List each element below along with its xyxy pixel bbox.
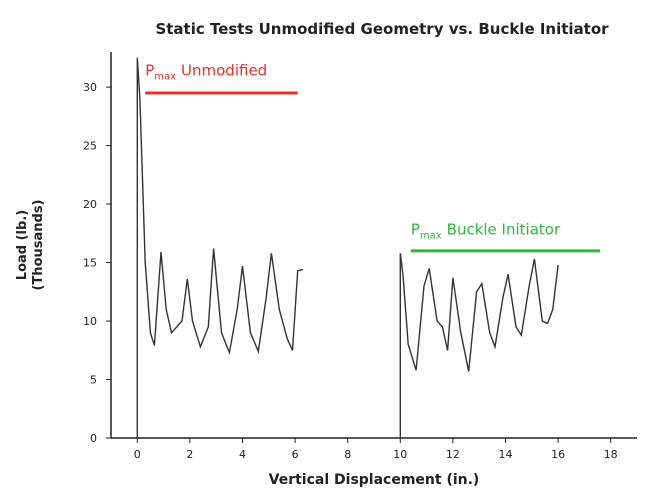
x-tick-label: 6 — [292, 448, 299, 461]
annotation: Pmax Unmodified — [145, 61, 267, 82]
y-tick-label: 0 — [90, 432, 97, 445]
annotation-text: Buckle Initiator — [447, 220, 561, 238]
x-tick-label: 10 — [393, 448, 407, 461]
annotation-text: Unmodified — [181, 61, 267, 79]
x-axis-label: Vertical Displacement (in.) — [269, 472, 480, 488]
x-tick-label: 18 — [604, 448, 618, 461]
y-tick-label: 30 — [83, 81, 97, 94]
data-line — [399, 253, 559, 438]
annotation-sub: max — [154, 71, 176, 82]
x-tick-label: 8 — [344, 448, 351, 461]
x-tick-label: 16 — [551, 448, 565, 461]
y-axis-label: (Thousands) — [31, 200, 46, 291]
y-tick-label: 20 — [83, 198, 97, 211]
y-tick-label: 25 — [83, 140, 97, 153]
x-tick-label: 0 — [134, 448, 141, 461]
annotation-sub: max — [420, 230, 442, 241]
x-tick-label: 14 — [499, 448, 513, 461]
y-tick-label: 15 — [83, 257, 97, 270]
x-tick-label: 12 — [446, 448, 460, 461]
x-tick-label: 4 — [239, 448, 246, 461]
y-tick-label: 10 — [83, 315, 97, 328]
data-line — [136, 57, 304, 438]
annotation: Pmax Buckle Initiator — [411, 220, 561, 241]
x-tick-label: 2 — [186, 448, 193, 461]
annotation-base: P — [145, 61, 154, 79]
y-tick-label: 5 — [90, 374, 97, 387]
annotation-base: P — [411, 220, 420, 238]
y-axis-label: Load (lb.) — [15, 210, 30, 280]
chart-title: Static Tests Unmodified Geometry vs. Buc… — [155, 20, 609, 38]
